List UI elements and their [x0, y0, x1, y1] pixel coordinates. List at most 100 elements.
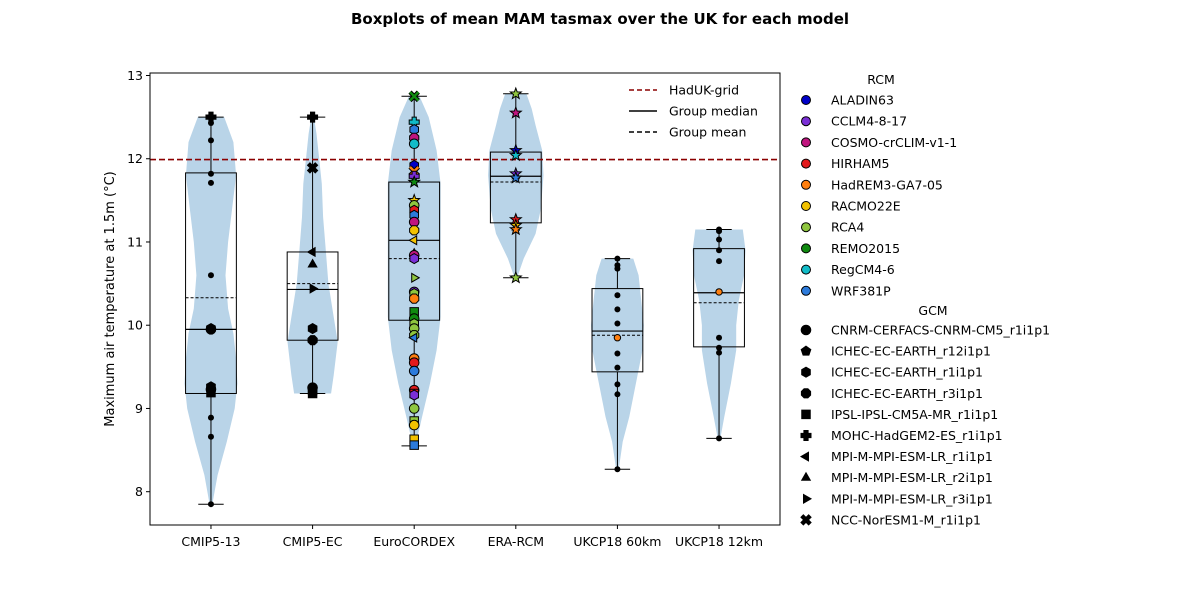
legend-rcm-marker: [801, 95, 811, 105]
data-point: [307, 388, 318, 399]
data-point: [306, 246, 316, 258]
data-point: [207, 501, 214, 508]
data-point: [205, 324, 217, 335]
data-point: [411, 272, 421, 283]
data-point: [614, 391, 621, 398]
boxes: [185, 93, 745, 505]
data-point: [307, 323, 318, 335]
legend-gcm: GCM CNRM-CERFACS-CNRM-CM5_r1i1p1 ICHEC-EC-…: [799, 303, 1050, 527]
data-point: [307, 335, 318, 346]
data-point: [614, 350, 621, 357]
legend-rcm-label: WRF381P: [831, 283, 891, 298]
data-point: [408, 403, 420, 414]
chart-title: Boxplots of mean MAM tasmax over the UK …: [351, 10, 849, 28]
legend-rcm-marker: [801, 222, 811, 233]
y-tick-label: 13: [127, 68, 143, 83]
legend-lines: HadUK-grid Group median Group mean: [629, 83, 758, 140]
data-point: [409, 253, 419, 265]
data-point: [206, 387, 216, 398]
x-tick-label: EuroCORDEX: [373, 534, 455, 549]
x-tick-label: CMIP5-EC: [283, 534, 343, 549]
legend-gcm-label: MOHC-HadGEM2-ES_r1i1p1: [831, 428, 1003, 443]
data-point: [207, 272, 214, 279]
data-point: [716, 334, 723, 341]
iqr-box: [591, 288, 644, 373]
data-point: [716, 349, 723, 356]
violin-ukcp18-12km: [692, 229, 746, 439]
legend-gcm-label: ICHEC-EC-EARTH_r12i1p1: [831, 344, 991, 359]
data-point: [716, 435, 723, 442]
legend-gcm-marker: [799, 451, 809, 462]
legend-rcm-label: ALADIN63: [831, 93, 894, 108]
points-ukcp18-12km: [715, 226, 723, 442]
y-tick-label: 9: [135, 401, 143, 416]
legend-rcm-marker: [801, 116, 811, 127]
legend-gcm-marker: [801, 409, 811, 420]
points-eurocordex: [407, 90, 422, 450]
data-point: [409, 293, 420, 304]
data-point: [508, 170, 523, 184]
x-tick-label: CMIP5-13: [181, 534, 240, 549]
data-point: [306, 162, 319, 174]
points-cmip5-ec: [306, 111, 319, 399]
legend-gcm-label: MPI-M-MPI-ESM-LR_r1i1p1: [831, 449, 993, 464]
data-point: [613, 334, 622, 342]
data-points: [205, 86, 723, 508]
points-ukcp18-60km: [613, 255, 622, 473]
y-tick-label: 10: [127, 318, 143, 333]
legend-rcm: RCM ALADIN63 CCLM4-8-17 COSMO-crCLIM-v1-1 HI…: [801, 72, 957, 298]
data-point: [614, 292, 621, 299]
y-axis-label: Maximum air temperature at 1.5m (°C): [103, 171, 118, 426]
data-point: [508, 148, 523, 162]
data-point: [408, 332, 418, 343]
legend-rcm-label: CCLM4-8-17: [831, 114, 907, 129]
data-point: [207, 414, 214, 421]
data-point: [716, 228, 723, 235]
data-point: [614, 255, 621, 262]
points-cmip5-13: [205, 111, 217, 508]
legend-rcm-title: RCM: [867, 72, 895, 87]
x-tick-label: UKCP18 12km: [675, 534, 763, 549]
y-tick-label: 8: [135, 484, 143, 499]
legend-gcm-marker: [800, 514, 812, 526]
data-point: [508, 86, 523, 100]
legend-gcm-label: CNRM-CERFACS-CNRM-CM5_r1i1p1: [831, 323, 1050, 338]
legend-rcm-label: RegCM4-6: [831, 262, 895, 277]
legend-gcm-label: NCC-NorESM1-M_r1i1p1: [831, 512, 981, 527]
legend-gcm-marker: [800, 388, 812, 399]
data-point: [407, 174, 422, 188]
box-ukcp18-60km: [591, 258, 644, 470]
y-tick-label: 11: [127, 234, 143, 249]
x-tick-label: ERA-RCM: [488, 534, 544, 549]
data-point: [716, 258, 723, 265]
legend-gcm-label: IPSL-IPSL-CM5A-MR_r1i1p1: [831, 407, 998, 422]
data-point: [614, 306, 621, 313]
legend-gcm-marker: [801, 366, 811, 378]
legend-gcm-label: ICHEC-EC-EARTH_r1i1p1: [831, 365, 983, 380]
legend-line-label: HadUK-grid: [669, 83, 739, 98]
legend-rcm-marker: [801, 137, 811, 148]
legend-rcm-marker: [801, 179, 811, 190]
legend-rcm-label: HIRHAM5: [831, 156, 889, 171]
data-point: [614, 466, 621, 473]
data-point: [409, 225, 420, 236]
data-point: [508, 222, 523, 236]
data-point: [614, 364, 621, 371]
violin-eurocordex: [387, 96, 441, 446]
data-point: [614, 381, 621, 388]
legend-gcm-label: MPI-M-MPI-ESM-LR_r3i1p1: [831, 491, 993, 506]
legend-gcm-title: GCM: [918, 303, 947, 318]
data-point: [508, 270, 523, 284]
legend-rcm-marker: [801, 158, 811, 169]
legend-line-label: Group median: [669, 104, 758, 119]
legend-rcm-marker: [801, 201, 811, 211]
y-tick-label: 12: [127, 151, 143, 166]
violin-era-rcm: [488, 93, 544, 278]
points-era-rcm: [508, 86, 523, 284]
data-point: [614, 320, 621, 327]
data-point: [408, 419, 420, 431]
legend-rcm-label: RACMO22E: [831, 199, 901, 214]
legend-rcm-marker: [801, 243, 811, 254]
legend-rcm-marker: [801, 264, 811, 275]
data-point: [307, 111, 319, 123]
